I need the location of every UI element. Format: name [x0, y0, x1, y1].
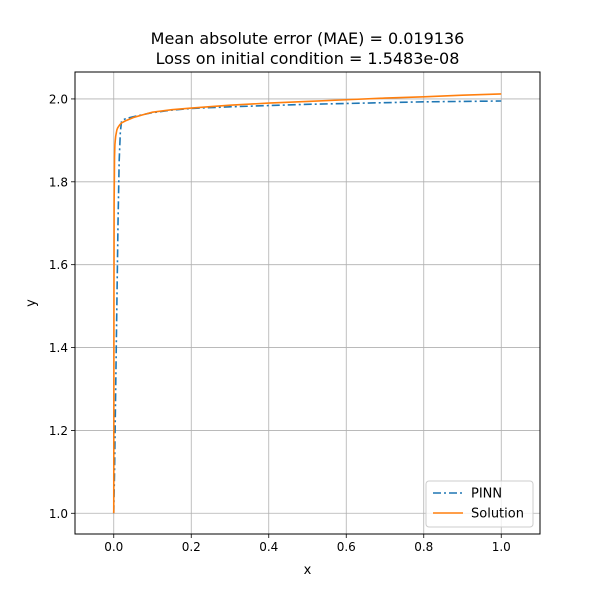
x-axis-label: x — [304, 563, 312, 578]
chart-title: Mean absolute error (MAE) = 0.019136 — [151, 29, 465, 48]
y-tick-label: 1.0 — [49, 507, 68, 521]
x-tick-label: 0.6 — [337, 540, 356, 554]
chart-subtitle: Loss on initial condition = 1.5483e-08 — [156, 49, 460, 68]
legend-label-pinn: PINN — [471, 487, 502, 502]
series-line-solution — [112, 93, 502, 514]
y-axis: 1.0 1.2 1.4 1.6 1.8 2.0 — [49, 92, 75, 521]
y-tick-label: 1.4 — [49, 341, 68, 355]
plot-frame — [74, 71, 541, 535]
y-axis-label: y — [24, 299, 39, 307]
x-tick-label: 0.0 — [104, 540, 123, 554]
grid — [75, 72, 540, 534]
series-layer — [112, 93, 502, 514]
y-tick-label: 1.6 — [49, 258, 68, 272]
legend-label-solution: Solution — [471, 507, 524, 522]
x-tick-label: 0.2 — [182, 540, 201, 554]
x-tick-label: 0.8 — [414, 540, 433, 554]
legend: PINN Solution — [425, 480, 534, 528]
y-tick-label: 1.8 — [49, 175, 68, 189]
x-tick-label: 1.0 — [492, 540, 511, 554]
y-tick-label: 2.0 — [49, 92, 68, 106]
y-tick-label: 1.2 — [49, 424, 68, 438]
x-axis: 0.0 0.2 0.4 0.6 0.8 1.0 — [104, 534, 511, 554]
x-tick-label: 0.4 — [259, 540, 278, 554]
